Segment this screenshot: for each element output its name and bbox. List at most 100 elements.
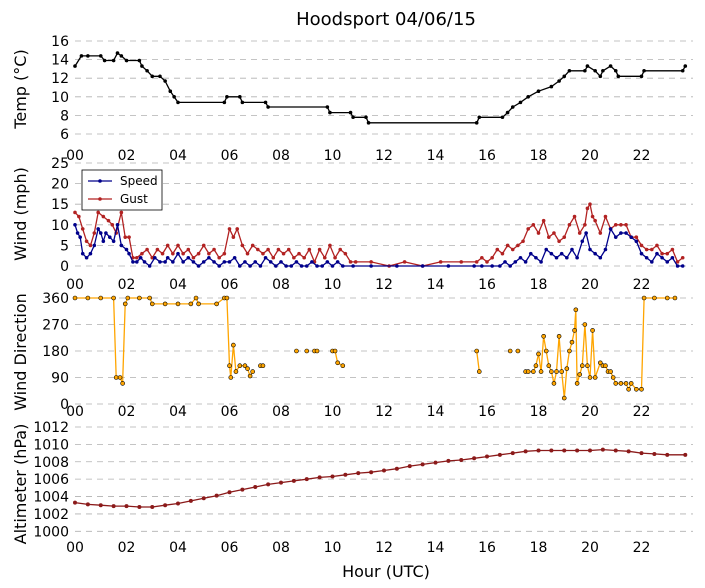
direction-point — [228, 375, 234, 380]
gust-point — [160, 251, 165, 256]
speed-point — [138, 255, 143, 260]
speed-point — [107, 235, 112, 239]
y-axis-label: Wind (mph) — [11, 167, 30, 261]
altimeter-point — [163, 503, 168, 508]
direction-point — [525, 369, 531, 374]
direction-point — [111, 295, 116, 301]
altimeter-line — [74, 448, 686, 508]
x-tick-label: 18 — [530, 148, 548, 164]
speed-point — [186, 255, 191, 260]
speed-point — [84, 255, 89, 260]
gust-point — [655, 243, 659, 248]
gust-point — [590, 214, 595, 219]
x-tick-label: 20 — [581, 404, 599, 420]
x-tick-label: 20 — [581, 148, 599, 164]
speed-point — [274, 264, 278, 268]
speed-point — [289, 264, 294, 268]
speed-point — [624, 231, 628, 235]
y-tick-label: 5 — [60, 238, 69, 254]
speed-point — [584, 231, 588, 235]
direction-point — [175, 301, 181, 307]
direction-point — [162, 301, 168, 307]
speed-point — [80, 251, 85, 256]
direction-point — [117, 375, 123, 380]
direction-point — [641, 295, 647, 301]
speed-point — [181, 260, 185, 264]
direction-point — [98, 295, 104, 301]
x-tick-label: 18 — [530, 277, 548, 293]
speed-point — [598, 255, 603, 260]
speed-point — [212, 260, 216, 264]
x-tick-label: 06 — [221, 540, 239, 556]
gust-line — [74, 203, 684, 267]
altimeter-point — [330, 474, 335, 479]
gust-point — [650, 247, 654, 252]
direction-point — [613, 381, 619, 386]
gust-point — [369, 260, 373, 264]
altimeter-point — [317, 475, 322, 480]
y-tick-label: 8 — [60, 108, 69, 124]
speed-point — [518, 255, 523, 260]
direction-point — [549, 369, 554, 374]
speed-point — [238, 264, 242, 268]
altimeter-point — [98, 503, 103, 508]
gust-point — [613, 223, 618, 227]
gust-point — [547, 235, 551, 239]
speed-point — [243, 260, 247, 264]
temp-point — [505, 110, 510, 115]
speed-point — [539, 260, 543, 264]
altimeter-point — [111, 504, 116, 509]
altimeter-point — [188, 498, 193, 503]
panel-0: 6 8 10 12 14 16 Temp (°C) 00 02 04 06 08 10 12 14 16 18 2… — [11, 34, 693, 164]
gust-point — [181, 251, 185, 256]
y-tick-label: 0 — [60, 259, 69, 275]
speed-point — [480, 264, 484, 268]
temp-point — [172, 95, 176, 99]
gust-point — [577, 231, 582, 235]
altimeter-point — [214, 493, 219, 498]
speed-point — [554, 255, 559, 260]
speed-point — [227, 260, 232, 264]
altimeter-point — [369, 470, 374, 475]
gust-point — [307, 247, 312, 252]
temp-point — [477, 115, 482, 120]
temp-line — [74, 52, 686, 124]
altimeter-point — [536, 448, 541, 453]
gust-point — [171, 251, 175, 256]
gust-point — [135, 255, 139, 260]
speed-point — [88, 251, 93, 256]
gust-point — [348, 260, 353, 264]
gust-point — [343, 251, 348, 256]
speed-point — [588, 247, 592, 252]
gust-point — [222, 251, 227, 256]
x-tick-label: 22 — [633, 148, 651, 164]
speed-point — [92, 243, 97, 248]
altimeter-point — [446, 458, 451, 463]
temp-point — [474, 121, 479, 125]
altimeter-point — [356, 471, 361, 476]
direction-line — [476, 350, 480, 372]
speed-point — [217, 264, 221, 268]
altimeter-point — [85, 502, 90, 507]
altimeter-point — [549, 448, 554, 453]
direction-point — [72, 295, 78, 301]
gust-point — [123, 235, 128, 239]
x-tick-label: 06 — [221, 277, 239, 293]
y-tick-label: 10 — [51, 90, 69, 106]
direction-point — [125, 295, 131, 301]
speed-point — [650, 260, 654, 264]
speed-point — [665, 260, 670, 264]
speed-point — [325, 260, 330, 264]
gust-point — [286, 247, 291, 252]
speed-point — [115, 223, 120, 227]
speed-point — [176, 251, 180, 256]
gust-point — [490, 255, 494, 260]
speed-point — [655, 251, 659, 256]
altimeter-point — [459, 458, 464, 463]
chart-title: Hoodsport 04/06/15 — [296, 9, 476, 30]
direction-point — [608, 369, 613, 374]
temp-point — [613, 68, 618, 73]
speed-point — [96, 227, 100, 231]
direction-point — [561, 395, 567, 401]
